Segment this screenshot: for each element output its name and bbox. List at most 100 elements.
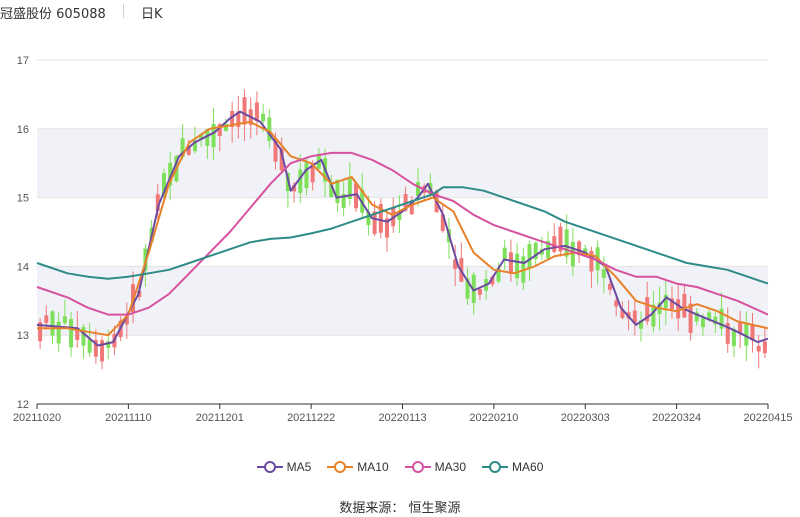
- ma-line-ma60: [36, 186, 769, 285]
- candle-body: [261, 113, 266, 122]
- legend-item-ma5[interactable]: MA5: [256, 460, 311, 474]
- candle-body: [471, 274, 476, 303]
- candle-body: [719, 308, 724, 329]
- candle-body: [651, 304, 656, 327]
- candle-body: [496, 268, 501, 282]
- candle-body: [161, 173, 166, 198]
- candle-body: [570, 241, 575, 267]
- candle-body: [75, 327, 80, 341]
- candle-body: [236, 111, 241, 128]
- y-tick-label: 14: [17, 261, 29, 273]
- candle-body: [564, 229, 569, 257]
- candle-body: [663, 294, 668, 308]
- candle-body: [589, 250, 594, 272]
- chart-legend: MA5 MA10 MA30 MA60: [0, 459, 800, 478]
- candle-body: [81, 326, 86, 346]
- legend-marker-icon: [327, 461, 354, 473]
- candle-body: [508, 252, 513, 274]
- candle-body: [645, 297, 650, 322]
- legend-item-ma30[interactable]: MA30: [404, 460, 467, 474]
- candle-body: [56, 321, 61, 344]
- x-tick-label: 20211201: [196, 412, 244, 424]
- candle-body: [93, 339, 98, 357]
- candle-body: [403, 194, 408, 211]
- candle-body: [632, 310, 637, 324]
- candle-body: [707, 312, 712, 321]
- candle-body: [347, 178, 352, 199]
- candle-body: [477, 289, 482, 295]
- candle-body: [409, 200, 414, 215]
- legend-label: MA10: [357, 460, 389, 474]
- legend-marker-icon: [482, 461, 509, 473]
- candle-body: [211, 123, 216, 148]
- candle-body: [731, 329, 736, 347]
- candle-body: [298, 169, 303, 193]
- y-tick-label: 12: [17, 399, 29, 411]
- candle-body: [694, 312, 699, 322]
- candle-body: [186, 148, 191, 155]
- y-tick-label: 17: [17, 55, 29, 67]
- header-divider: [123, 4, 124, 18]
- candle-body: [608, 283, 613, 290]
- y-tick-label: 15: [17, 193, 29, 205]
- candle-body: [230, 111, 235, 128]
- x-tick-label: 20211020: [13, 412, 61, 424]
- candle-body: [180, 138, 185, 157]
- period-selector[interactable]: 日K: [141, 7, 163, 22]
- candle-body: [372, 211, 377, 234]
- ma-line-ma5: [36, 110, 769, 347]
- x-tick-label: 20220113: [378, 412, 426, 424]
- legend-label: MA60: [512, 460, 544, 474]
- candle-body: [552, 236, 557, 253]
- x-tick-label: 20211110: [105, 412, 152, 424]
- candle-body: [310, 163, 315, 183]
- legend-marker-icon: [404, 461, 431, 473]
- x-tick-label: 20211222: [287, 412, 335, 424]
- candle-body: [558, 226, 563, 252]
- candle-body: [217, 124, 222, 137]
- candle-body: [744, 324, 749, 346]
- x-tick-label: 20220415: [744, 412, 793, 424]
- candle-body: [676, 299, 681, 319]
- candle-body: [124, 315, 129, 325]
- candle-body: [700, 318, 705, 328]
- candle-body: [304, 162, 309, 189]
- candle-body: [199, 134, 204, 140]
- candle-body: [62, 316, 67, 324]
- candle-body: [713, 316, 718, 325]
- candle-body: [292, 185, 297, 192]
- candle-body: [354, 183, 359, 209]
- candle-body: [490, 276, 495, 285]
- candle-body: [415, 182, 420, 196]
- data-source: 数据来源： 恒生聚源: [339, 501, 461, 516]
- candle-body: [577, 241, 582, 256]
- x-tick-label: 20220303: [561, 412, 610, 424]
- candle-body: [87, 338, 92, 353]
- candle-body: [273, 138, 278, 162]
- candle-body: [725, 323, 730, 344]
- candle-body: [750, 325, 755, 341]
- candle-body: [601, 269, 606, 278]
- candle-body: [762, 341, 767, 354]
- candle-body: [335, 179, 340, 203]
- candle-body: [669, 298, 674, 310]
- stock-name-code: 冠盛股份 605088: [0, 7, 106, 22]
- x-tick-label: 20220324: [652, 412, 701, 424]
- candle-body: [329, 181, 334, 197]
- candle-body: [385, 218, 390, 238]
- chart-header: 冠盛股份 605088 日K: [0, 0, 800, 22]
- candle-body: [465, 278, 470, 299]
- candle-body: [620, 309, 625, 318]
- legend-item-ma10[interactable]: MA10: [327, 460, 389, 474]
- legend-item-ma60[interactable]: MA60: [482, 460, 543, 474]
- y-tick-label: 13: [17, 330, 29, 342]
- candle-body: [738, 323, 743, 334]
- candle-body: [756, 345, 761, 352]
- candle-body: [267, 117, 272, 141]
- candle-body: [533, 242, 538, 260]
- candle-body: [254, 102, 259, 122]
- candle-body: [242, 97, 247, 125]
- legend-label: MA30: [434, 460, 467, 474]
- candle-body: [639, 320, 644, 329]
